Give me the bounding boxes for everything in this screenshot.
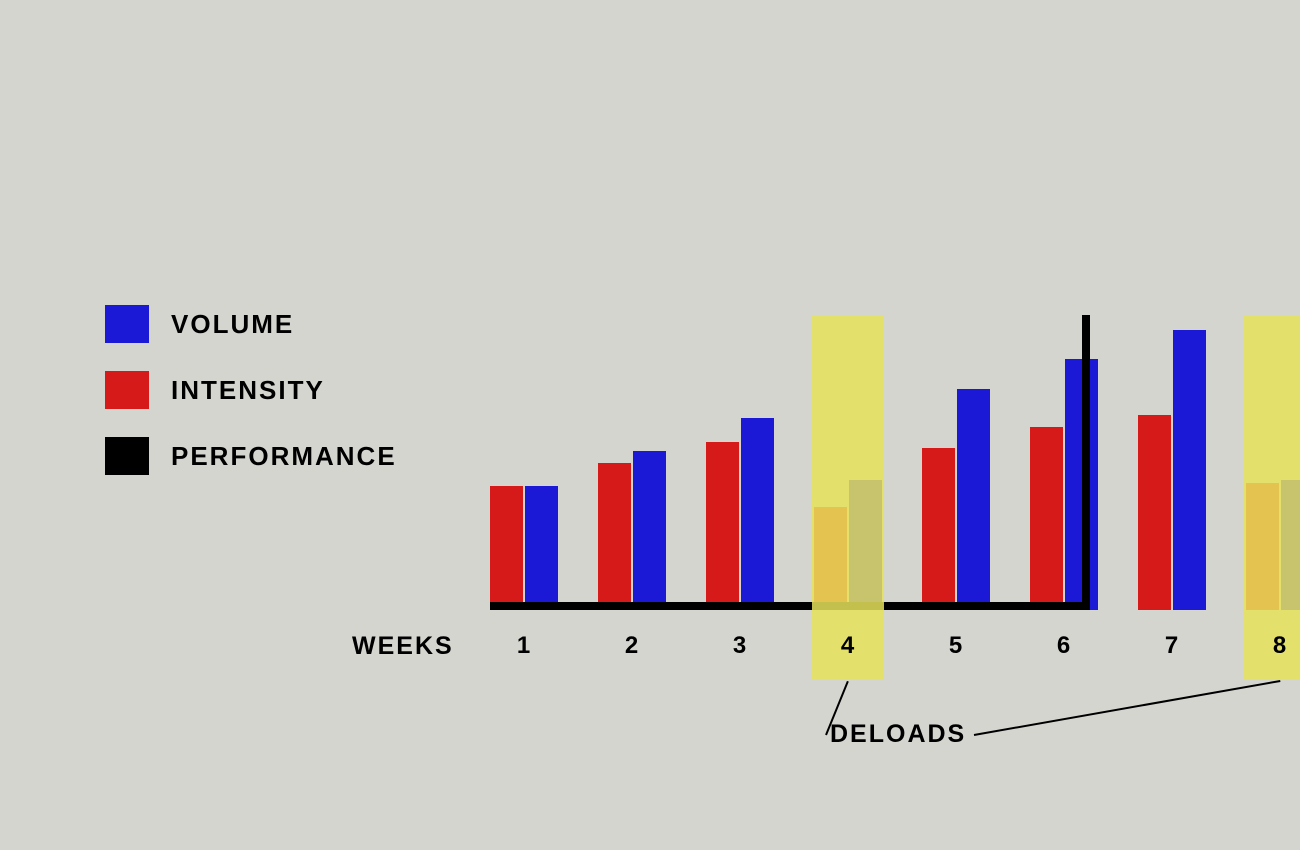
legend-item: INTENSITY <box>105 371 397 409</box>
x-tick: 5 <box>936 632 976 660</box>
intensity-bar <box>1138 415 1171 610</box>
intensity-bar <box>490 486 523 610</box>
y-axis <box>1082 315 1090 610</box>
deloads-label: DELOADS <box>830 720 966 749</box>
legend-label: PERFORMANCE <box>171 441 397 472</box>
x-tick: 8 <box>1260 632 1300 660</box>
deload-highlight <box>1244 315 1300 680</box>
volume-bar <box>633 451 666 610</box>
volume-bar <box>525 486 558 610</box>
legend-item: VOLUME <box>105 305 397 343</box>
deload-highlight <box>812 315 884 680</box>
legend-label: INTENSITY <box>171 375 325 406</box>
x-tick: 3 <box>720 632 760 660</box>
legend-label: VOLUME <box>171 309 294 340</box>
periodization-chart <box>490 315 1090 610</box>
x-tick: 4 <box>828 632 868 660</box>
intensity-bar <box>598 463 631 611</box>
x-tick: 6 <box>1044 632 1084 660</box>
x-tick: 7 <box>1152 632 1192 660</box>
legend-item: PERFORMANCE <box>105 437 397 475</box>
intensity-bar <box>706 442 739 610</box>
x-axis <box>490 602 1090 610</box>
x-axis-label: WEEKS <box>352 632 454 661</box>
intensity-bar <box>1030 427 1063 610</box>
legend-swatch <box>105 437 149 475</box>
volume-bar <box>741 418 774 610</box>
legend-swatch <box>105 371 149 409</box>
x-tick: 1 <box>504 632 544 660</box>
legend-swatch <box>105 305 149 343</box>
x-tick: 2 <box>612 632 652 660</box>
volume-bar <box>1173 330 1206 610</box>
intensity-bar <box>922 448 955 610</box>
volume-bar <box>957 389 990 610</box>
legend: VOLUME INTENSITY PERFORMANCE <box>105 305 397 503</box>
